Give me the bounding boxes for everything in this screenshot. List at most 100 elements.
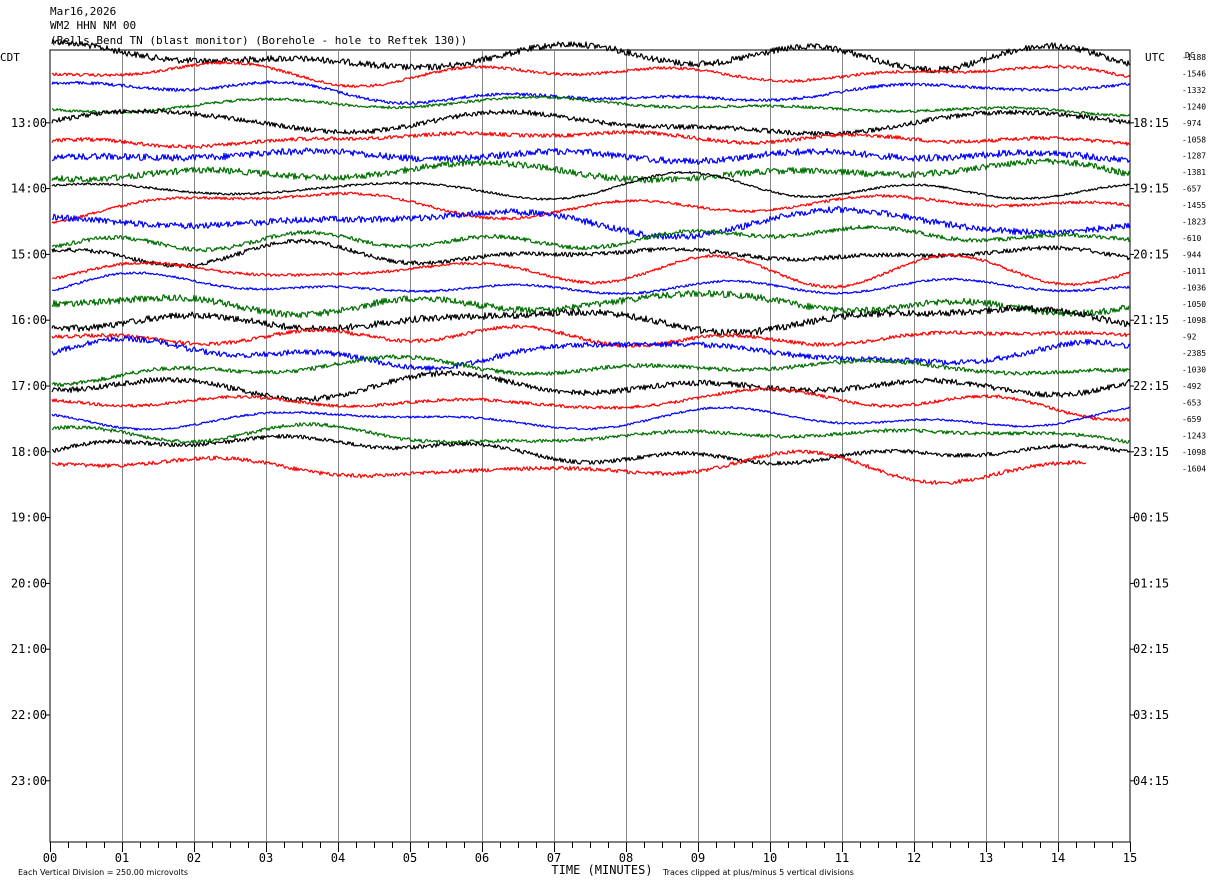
seismic-trace (51, 191, 1131, 224)
dc-offset-label: -974 (1182, 119, 1201, 128)
seismic-trace (51, 170, 1131, 201)
x-tick-label: 07 (547, 851, 561, 865)
seismic-trace (51, 354, 1131, 387)
left-hour-label: 23:00 (11, 774, 47, 788)
seismic-trace (51, 108, 1131, 137)
x-tick-label: 06 (475, 851, 489, 865)
dc-offset-label: -1455 (1182, 201, 1206, 210)
dc-offset-label: -1823 (1182, 218, 1206, 227)
seismic-trace (51, 324, 1131, 349)
footer-clip-note: Traces clipped at plus/minus 5 vertical … (662, 868, 854, 877)
dc-offset-label: -1381 (1182, 168, 1206, 177)
right-hour-label: 18:15 (1133, 116, 1169, 130)
label-layer: 13:00 14:00 15:00 16:00 17:00 18:00 19:00 20:00… (0, 51, 1206, 877)
right-hour-label: 20:15 (1133, 247, 1169, 261)
right-hour-label: 04:15 (1133, 774, 1169, 788)
dc-offset-label: -1030 (1182, 366, 1206, 375)
dc-offset-label: -1546 (1182, 69, 1206, 78)
x-tick-label: 13 (979, 851, 993, 865)
seismic-trace (51, 406, 1131, 431)
right-hour-label: 03:15 (1133, 708, 1169, 722)
grid-layer (46, 49, 1134, 852)
right-hour-label: 00:15 (1133, 511, 1169, 525)
dc-offset-label: -944 (1182, 250, 1201, 259)
station-code: WM2 HHN NM 00 (50, 19, 137, 32)
seismic-trace (51, 95, 1131, 118)
right-axis-label: UTC (1145, 51, 1165, 64)
seismic-trace (52, 253, 1131, 289)
dc-offset-label: -610 (1182, 234, 1201, 243)
left-hour-label: 13:00 (11, 116, 47, 130)
right-hour-label: 23:15 (1133, 445, 1169, 459)
right-hour-label: 19:15 (1133, 182, 1169, 196)
dc-offset-label: -2385 (1182, 349, 1206, 358)
x-tick-label: 12 (907, 851, 921, 865)
left-hour-label: 15:00 (11, 247, 47, 261)
left-hour-label: 20:00 (11, 576, 47, 590)
seismic-trace (51, 80, 1131, 105)
x-tick-label: 08 (619, 851, 633, 865)
seismic-trace (51, 449, 1087, 485)
seismic-trace (51, 289, 1131, 319)
seismic-trace (51, 387, 1131, 422)
left-hour-label: 16:00 (11, 313, 47, 327)
dc-offset-label: -492 (1182, 382, 1201, 391)
station-location: (Bells Bend TN (blast monitor) (Borehole… (50, 34, 468, 47)
dc-offset-label: -1098 (1182, 448, 1206, 457)
seismic-trace (51, 335, 1131, 372)
left-hour-label: 17:00 (11, 379, 47, 393)
left-hour-label: 19:00 (11, 511, 47, 525)
x-axis-label: TIME (MINUTES) (551, 863, 652, 877)
right-hour-label: 21:15 (1133, 313, 1169, 327)
dc-offset-label: -1011 (1182, 267, 1206, 276)
x-tick-label: 10 (763, 851, 777, 865)
right-hour-label: 01:15 (1133, 576, 1169, 590)
seismic-trace (51, 370, 1131, 402)
footer-scale-note: Each Vertical Division = 250.00 microvol… (18, 868, 188, 877)
dc-offset-label: -1287 (1182, 152, 1206, 161)
dc-offset-label: -1240 (1182, 102, 1206, 111)
dc-offset-label: -1332 (1182, 86, 1206, 95)
dc-offset-label: -1243 (1182, 431, 1206, 440)
x-tick-label: 05 (403, 851, 417, 865)
left-hour-label: 22:00 (11, 708, 47, 722)
dc-offset-label: -653 (1182, 398, 1201, 407)
left-hour-label: 14:00 (11, 182, 47, 196)
x-tick-label: 04 (331, 851, 345, 865)
dc-offset-label: -92 (1182, 333, 1197, 342)
dc-offset-label: -1098 (1182, 316, 1206, 325)
seismic-trace (51, 238, 1131, 269)
dc-offset-label: -1604 (1182, 464, 1206, 473)
dc-offset-label: -657 (1182, 185, 1201, 194)
x-tick-label: 01 (115, 851, 129, 865)
chart-date: Mar16,2026 (50, 5, 117, 18)
x-tick-label: 11 (835, 851, 849, 865)
left-axis-label: CDT (0, 51, 20, 64)
x-tick-label: 15 (1123, 851, 1137, 865)
seismic-trace (52, 224, 1131, 253)
dc-offset-label: -1036 (1182, 283, 1206, 292)
seismic-trace (51, 129, 1131, 150)
seismic-trace (51, 304, 1131, 337)
left-hour-label: 21:00 (11, 642, 47, 656)
x-tick-label: 03 (259, 851, 273, 865)
x-tick-label: 14 (1051, 851, 1065, 865)
dc-offset-label: -659 (1182, 415, 1201, 424)
trace-layer (51, 38, 1131, 485)
seismic-trace (52, 271, 1131, 296)
dc-header: DC (1185, 51, 1195, 60)
x-tick-label: 00 (43, 851, 57, 865)
right-hour-label: 02:15 (1133, 642, 1169, 656)
seismic-trace (51, 422, 1131, 444)
x-tick-label: 09 (691, 851, 705, 865)
seismic-trace (51, 157, 1131, 184)
seismic-trace (51, 147, 1131, 166)
dc-offset-label: -1188 (1182, 53, 1206, 62)
x-tick-label: 02 (187, 851, 201, 865)
seismic-trace (51, 433, 1131, 466)
right-hour-label: 22:15 (1133, 379, 1169, 393)
dc-offset-label: -1058 (1182, 135, 1206, 144)
dc-offset-label: -1050 (1182, 300, 1206, 309)
seismic-trace (51, 38, 1131, 74)
